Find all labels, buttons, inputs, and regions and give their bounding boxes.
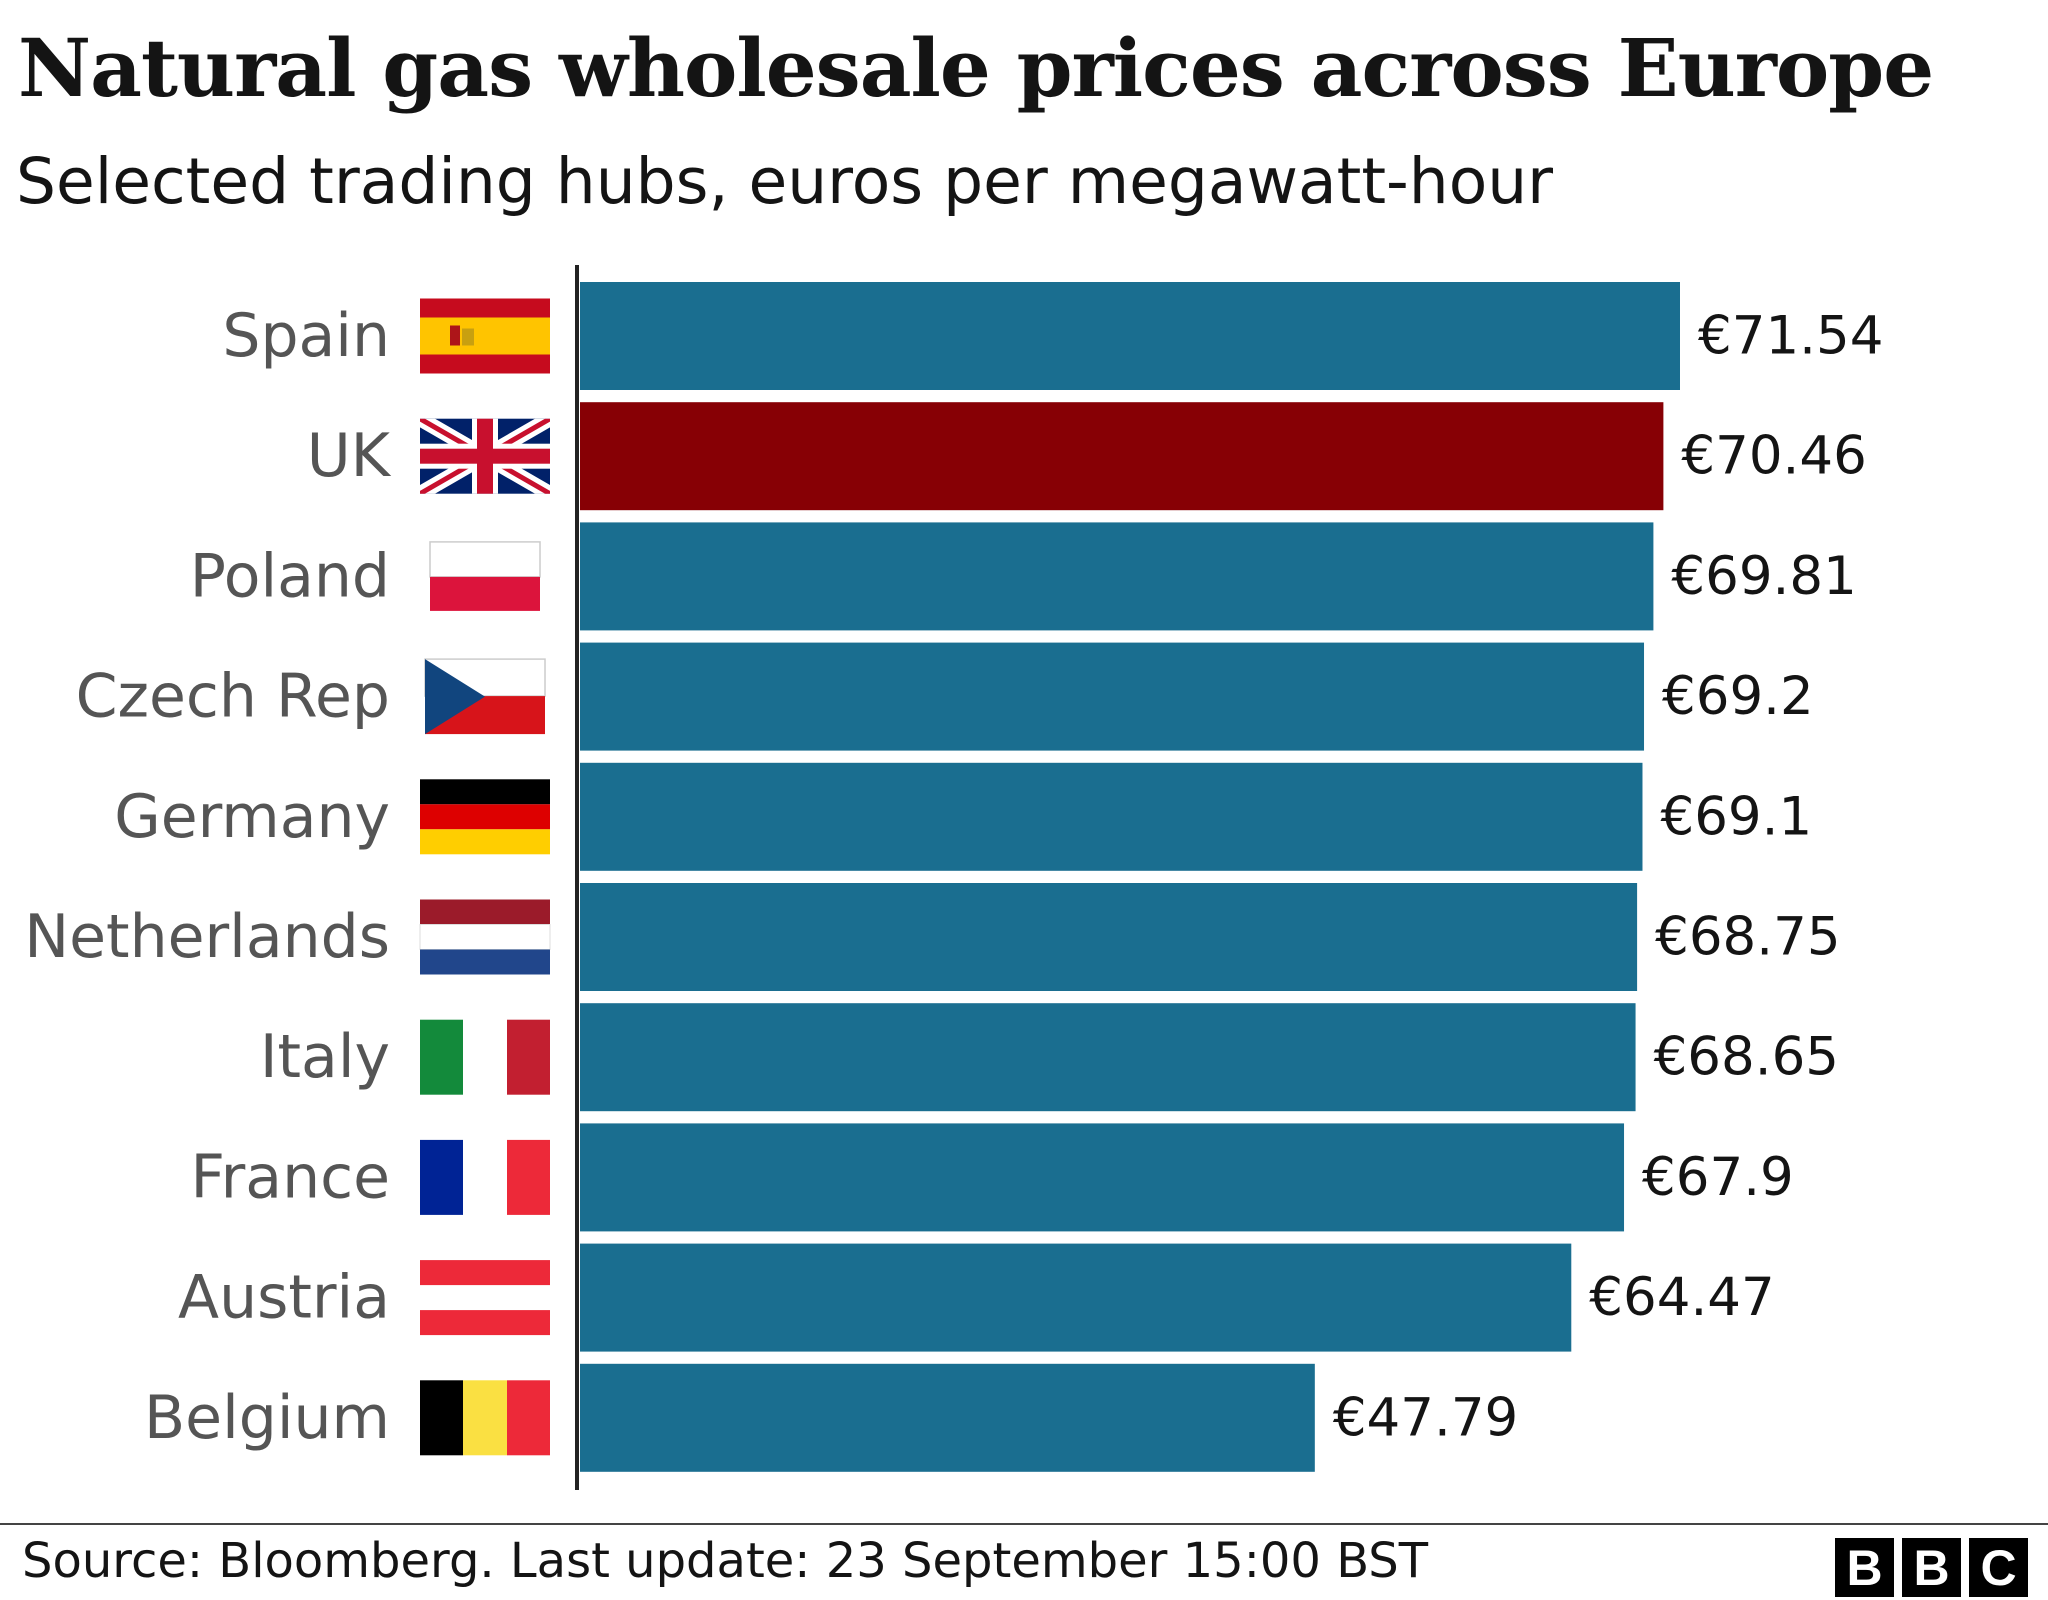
bar-germany xyxy=(580,762,1643,871)
category-label: Netherlands xyxy=(24,902,390,972)
value-label: €71.54 xyxy=(1698,306,1883,367)
bar-chart: €71.54 Spain €70.46 UK €69.81 Poland €69.2 Czec… xyxy=(24,265,1883,1490)
bar-italy xyxy=(580,1003,1636,1112)
footer-divider xyxy=(0,1523,2048,1525)
bar-spain xyxy=(580,282,1680,390)
bar-belgium xyxy=(580,1363,1315,1472)
source-note: Source: Bloomberg. Last update: 23 Septe… xyxy=(22,1533,1429,1589)
bar-france xyxy=(580,1123,1625,1232)
bar-netherlands xyxy=(580,883,1638,991)
flag-belgium-icon xyxy=(420,1380,550,1456)
value-label: €69.2 xyxy=(1662,666,1814,727)
flag-poland-icon xyxy=(429,541,541,611)
chart-subtitle: Selected trading hubs, euros per megawat… xyxy=(16,145,1554,218)
flag-italy-icon xyxy=(420,1019,550,1095)
value-label: €70.46 xyxy=(1681,426,1866,487)
category-label: France xyxy=(190,1142,390,1212)
bar-czech-rep xyxy=(580,642,1645,751)
bar-austria xyxy=(580,1243,1572,1352)
flag-netherlands-icon xyxy=(419,899,551,975)
value-label: €69.81 xyxy=(1671,546,1856,607)
value-label: €64.47 xyxy=(1589,1267,1774,1328)
value-label: €68.75 xyxy=(1655,907,1840,968)
value-label: €68.65 xyxy=(1654,1027,1839,1088)
category-label: Austria xyxy=(178,1263,390,1333)
flag-uk-icon xyxy=(420,418,550,494)
chart-title: Natural gas wholesale prices across Euro… xyxy=(18,21,1934,115)
bar-uk xyxy=(580,402,1664,511)
flag-czech-icon xyxy=(424,658,546,735)
flag-france-icon xyxy=(420,1139,550,1215)
flag-spain-icon xyxy=(420,298,550,374)
category-label: Germany xyxy=(114,782,390,852)
flag-germany-icon xyxy=(420,779,550,855)
category-label: Czech Rep xyxy=(76,662,390,732)
flag-austria-icon xyxy=(420,1260,550,1336)
value-label: €47.79 xyxy=(1333,1387,1518,1448)
value-label: €69.1 xyxy=(1660,786,1812,847)
category-label: UK xyxy=(307,421,392,491)
logo-letter: B xyxy=(1835,1538,1894,1597)
bar-poland xyxy=(580,522,1654,631)
category-label: Belgium xyxy=(144,1383,390,1453)
category-label: Italy xyxy=(260,1022,390,1092)
value-label: €67.9 xyxy=(1642,1147,1794,1208)
bbc-logo: B B C xyxy=(1835,1538,2028,1597)
category-label: Poland xyxy=(190,541,390,611)
logo-letter: B xyxy=(1902,1538,1961,1597)
category-label: Spain xyxy=(222,301,390,371)
logo-letter: C xyxy=(1969,1538,2028,1597)
